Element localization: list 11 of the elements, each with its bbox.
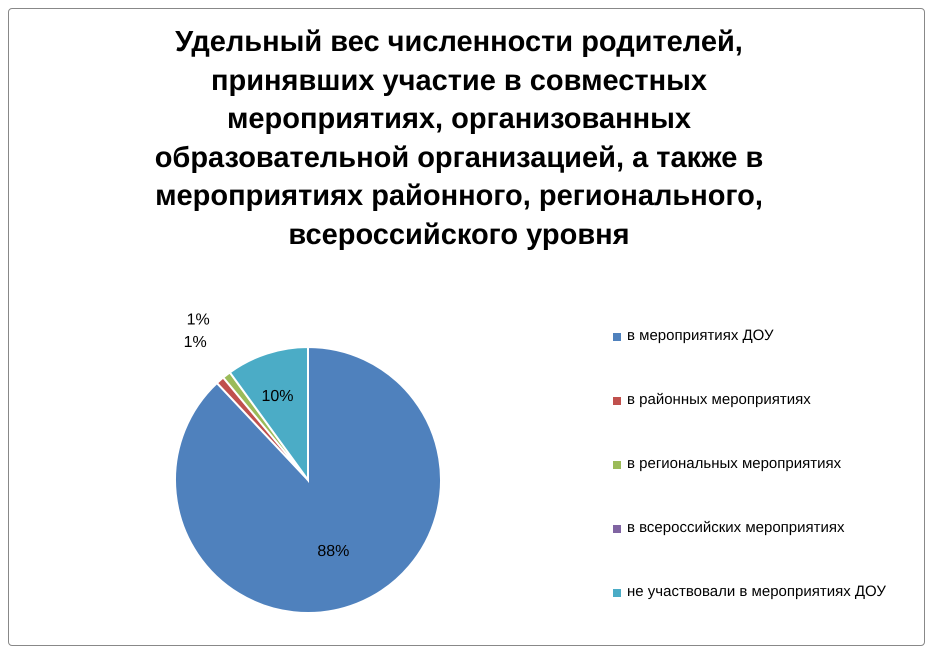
chart-title: Удельный вес численности родителей, принявших участие в совместных мероприятиях, организованных образовательной организацией, а также в мероприятиях районного, регионального, всероссийского уровня <box>154 25 764 252</box>
legend-label: в мероприятиях ДОУ <box>627 327 774 344</box>
data-label: 88% <box>317 543 350 560</box>
legend-label: в всероссийских мероприятиях <box>627 519 845 536</box>
data-label: 1% <box>184 334 207 352</box>
legend-label: в районных мероприятиях <box>627 391 811 408</box>
data-label: 10% <box>262 388 294 406</box>
legend-label: не участвовали в мероприятиях ДОУ <box>627 583 886 600</box>
pie-slice <box>174 346 442 614</box>
data-label: 1% <box>186 311 210 328</box>
legend-label: в региональных мероприятиях <box>627 455 842 472</box>
